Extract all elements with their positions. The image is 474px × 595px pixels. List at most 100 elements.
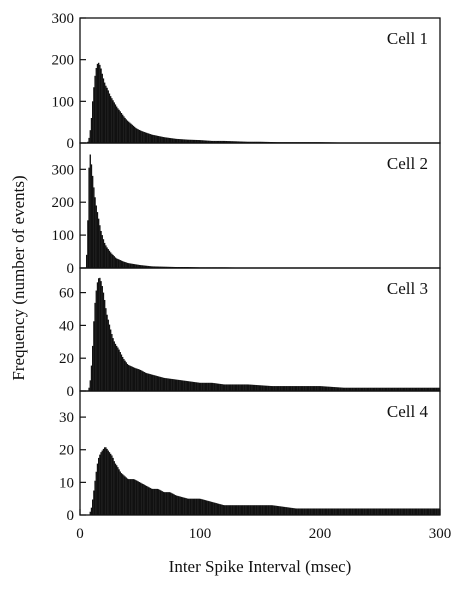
histogram-bar — [108, 452, 111, 515]
histogram-bar — [222, 505, 225, 515]
histogram-bar — [138, 264, 141, 268]
histogram-bar — [160, 266, 162, 268]
histogram-bar — [260, 505, 262, 515]
histogram-bar — [311, 508, 313, 515]
panel-frame — [79, 390, 441, 516]
histogram-bar — [135, 127, 137, 143]
histogram-bar — [92, 345, 94, 391]
histogram-bar — [238, 384, 240, 391]
histogram-bar — [110, 96, 112, 144]
histogram-bar — [286, 507, 288, 515]
histogram-bar — [425, 508, 427, 515]
histogram-bar — [144, 372, 147, 391]
histogram-bar — [161, 136, 163, 143]
histogram-bar — [246, 384, 249, 391]
histogram-bar — [245, 141, 247, 143]
histogram-bar — [278, 386, 280, 391]
histogram-bar — [156, 376, 159, 391]
histogram-bar — [99, 64, 101, 144]
histogram-bar — [225, 384, 227, 391]
histogram-bar — [395, 387, 397, 391]
histogram-bar — [158, 489, 160, 515]
histogram-bar — [141, 483, 143, 515]
histogram-bar — [96, 282, 99, 391]
histogram-bar — [124, 476, 126, 515]
histogram-bar — [279, 506, 281, 515]
histogram-bar — [113, 461, 115, 515]
histogram-bar — [248, 384, 250, 391]
histogram-bar — [206, 140, 208, 143]
histogram-bar — [159, 266, 161, 268]
histogram-bar — [280, 506, 282, 515]
panel-cell-2: 0 100 200 300 Cell 2 — [52, 142, 441, 277]
histogram-bar — [102, 239, 105, 268]
histogram-bar — [402, 387, 405, 391]
histogram-bar — [111, 455, 113, 515]
histogram-bar — [191, 498, 193, 515]
histogram-bar — [128, 121, 130, 143]
histogram-bar — [148, 133, 150, 144]
y-tick-label: 10 — [59, 475, 74, 491]
histogram-bar — [400, 387, 402, 391]
histogram-bar — [286, 386, 288, 391]
histogram-bar — [315, 386, 317, 391]
histogram-bar — [368, 508, 370, 515]
histogram-bar — [134, 367, 136, 391]
histogram-bar — [237, 141, 239, 143]
histogram-bar — [160, 377, 162, 391]
histogram-bar — [352, 508, 354, 515]
histogram-bar — [105, 447, 107, 515]
histogram-bar — [124, 117, 126, 143]
histogram-bar — [149, 134, 151, 143]
histogram-bar — [120, 260, 123, 268]
histogram-bar — [315, 508, 317, 515]
histogram-bar — [158, 136, 160, 143]
histogram-bar — [291, 507, 293, 515]
histogram-bar — [292, 386, 294, 391]
histogram-bar — [429, 387, 431, 391]
histogram-bar — [216, 503, 219, 515]
histogram-bar — [423, 387, 425, 391]
histogram-bar — [210, 382, 213, 391]
histogram-bar — [196, 498, 198, 515]
histogram-bar — [333, 387, 335, 391]
histogram-bar — [165, 378, 167, 391]
histogram-bar — [257, 385, 259, 391]
x-tick-label: 0 — [76, 526, 84, 542]
histogram-bar — [375, 508, 377, 515]
histogram-bar — [280, 386, 282, 391]
histogram-bar — [143, 131, 145, 143]
histogram-bar — [111, 98, 113, 143]
histogram-bar — [93, 87, 95, 143]
histogram-bar — [116, 258, 118, 268]
histogram-bar — [178, 496, 180, 515]
histogram-bar — [214, 502, 216, 515]
histogram-bar — [138, 129, 141, 143]
histogram-bar — [130, 479, 132, 515]
histogram-bar — [273, 386, 275, 391]
histogram-bar — [219, 383, 221, 391]
histogram-bar — [122, 261, 124, 268]
histogram-bar — [93, 321, 95, 391]
histogram-bar — [335, 508, 337, 515]
histogram-bar — [436, 387, 438, 391]
histogram-bar — [236, 505, 238, 515]
histogram-bar — [371, 508, 373, 515]
histogram-bar — [423, 508, 425, 515]
histogram-bar — [410, 508, 412, 515]
histogram-bar — [358, 387, 360, 391]
histogram-bar — [218, 383, 220, 391]
histogram-bar — [141, 370, 143, 391]
histogram-bar — [110, 329, 112, 391]
histogram-bar — [221, 384, 223, 391]
histogram-bar — [201, 499, 203, 515]
histogram-bar — [210, 140, 213, 144]
histogram-bar — [236, 141, 238, 143]
histogram-bar — [153, 135, 155, 143]
y-tick-label: 300 — [52, 162, 75, 178]
histogram-bar — [309, 386, 311, 391]
histogram-bar — [404, 387, 406, 391]
histogram-bar — [332, 508, 334, 515]
histogram-bar — [137, 481, 139, 515]
histogram-bar — [142, 131, 144, 143]
